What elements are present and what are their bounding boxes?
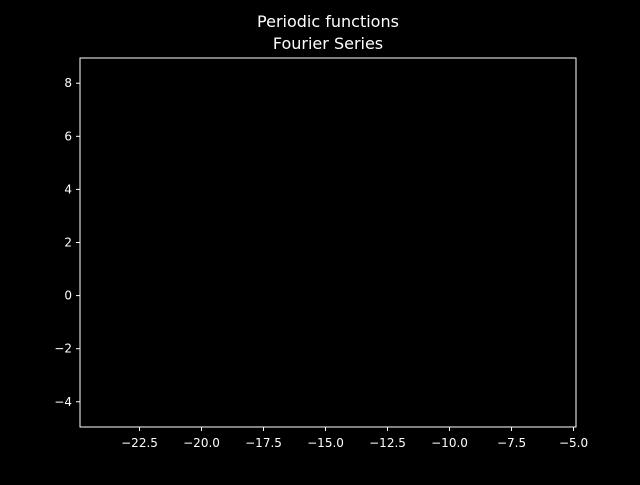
x-tick-label: −12.5 (369, 436, 406, 450)
x-tick-label: −17.5 (245, 436, 282, 450)
y-tick-label: −2 (54, 342, 72, 356)
y-tick-label: 8 (64, 76, 72, 90)
y-axis-ticks: −4 −2 0 2 4 6 8 (54, 76, 80, 409)
chart-title-line-1: Periodic functions (257, 12, 399, 31)
x-tick-label: −7.5 (497, 436, 526, 450)
x-tick-label: −20.0 (183, 436, 220, 450)
y-tick-label: 4 (64, 182, 72, 196)
x-tick-label: −22.5 (121, 436, 158, 450)
chart-title-line-2: Fourier Series (273, 34, 383, 53)
y-tick-label: 0 (64, 289, 72, 303)
x-tick-label: −5.0 (559, 436, 588, 450)
x-tick-label: −15.0 (307, 436, 344, 450)
y-tick-label: 6 (64, 129, 72, 143)
x-axis-ticks: −22.5 −20.0 −17.5 −15.0 −12.5 −10.0 −7.5 −5.0 (121, 427, 588, 450)
y-tick-label: −4 (54, 395, 72, 409)
y-tick-label: 2 (64, 236, 72, 250)
x-tick-label: −10.0 (431, 436, 468, 450)
